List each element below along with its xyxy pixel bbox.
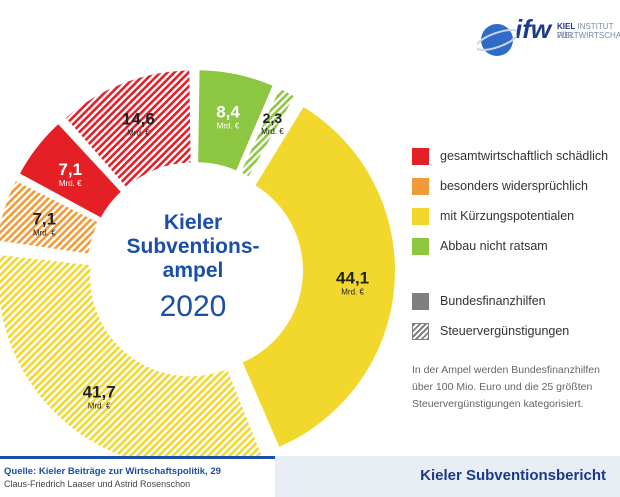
unit-label: Mrd. € [261,127,284,136]
legend-label: Steuervergünstigungen [440,324,570,338]
note-line: In der Ampel werden Bundesfinanzhilfen [412,364,600,376]
note-line: Steuervergünstigungen kategorisiert. [412,398,584,410]
slice-8-4 [198,70,273,171]
unit-label: Mrd. € [59,179,82,188]
solid-square-icon [412,293,429,310]
chart-title-line1: Kieler [164,211,222,234]
legend-label: besonders widersprüchlich [440,179,588,193]
legend-item-orange: besonders widersprüchlich [412,177,612,195]
note-line: über 100 Mio. Euro und die 25 größten [412,381,593,393]
legend-item-solid: Bundesfinanzhilfen [412,292,612,310]
data-label: 7,1 [32,210,56,229]
globe-icon [477,24,517,56]
slice-41-7 [0,255,262,456]
source-text: Quelle: Kieler Beiträge zur Wirtschaftsp… [4,466,221,477]
legend-label: Abbau nicht ratsam [440,239,548,253]
logo-line2: WELTWIRTSCHAFT [557,31,620,40]
logo-line1: KIEL INSTITUT FÜR [557,22,614,40]
legend-swatch [412,238,429,255]
legend-swatch [412,208,429,225]
chart-title-line2: Subventions- [126,235,259,258]
unit-label: Mrd. € [341,287,364,296]
chart-year: 2020 [160,290,227,323]
unit-label: Mrd. € [33,229,56,238]
legend-item-yellow: mit Kürzungspotentialen [412,207,612,225]
legend-label: gesamtwirtschaftlich schädlich [440,149,609,163]
data-label: 44,1 [336,268,369,287]
slice-14-6 [65,70,191,188]
legend-label: mit Kürzungspotentialen [440,209,575,223]
legend-item-hatched: Steuervergünstigungen [412,322,612,340]
hatched-square-icon [412,323,429,340]
ifw-logo: ifw KIEL INSTITUT FÜR WELTWIRTSCHAFT [475,14,620,64]
slice-44-1 [242,107,395,447]
slice-7-1 [0,181,99,254]
legend-swatch [412,148,429,165]
data-label: 7,1 [58,160,82,179]
chart-title-line3: ampel [163,259,224,282]
data-label: 41,7 [83,383,116,402]
logo-brand: ifw [515,14,552,44]
authors-text: Claus-Friedrich Laaser und Astrid Rosens… [4,479,191,489]
data-label: 2,3 [263,110,283,126]
footer-brand: Kieler Subventionsbericht [420,467,606,484]
footer: Quelle: Kieler Beiträge zur Wirtschaftsp… [0,456,620,497]
legend-item-red: gesamtwirtschaftlich schädlich [412,147,612,165]
unit-label: Mrd. € [217,121,240,130]
data-label: 8,4 [216,102,240,121]
footer-accent-bar [0,456,275,459]
slice-7-1 [19,124,121,218]
legend-item-green: Abbau nicht ratsam [412,237,612,255]
footer-source-box: Quelle: Kieler Beiträge zur Wirtschaftsp… [0,456,275,497]
unit-label: Mrd. € [127,128,150,137]
unit-label: Mrd. € [88,402,111,411]
note: In der Ampel werden Bundesfinanzhilfen ü… [412,362,617,413]
legend-label: Bundesfinanzhilfen [440,294,546,308]
slice-2-3 [240,88,295,177]
legend-swatch [412,178,429,195]
data-label: 14,6 [122,109,155,128]
